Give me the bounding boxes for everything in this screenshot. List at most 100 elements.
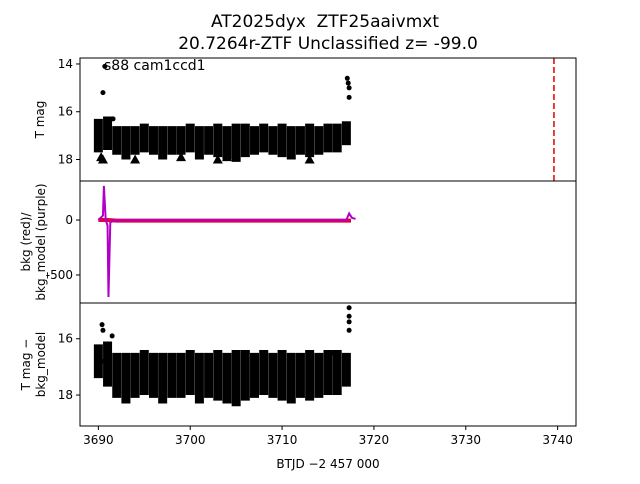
point bbox=[100, 90, 106, 96]
y-axis-label: bkg_model bbox=[34, 332, 48, 398]
y-tick-label: 16 bbox=[58, 332, 73, 346]
point bbox=[233, 375, 239, 381]
y-axis-label: T mag − bbox=[19, 339, 33, 392]
line bbox=[97, 185, 356, 297]
plot-area bbox=[97, 185, 356, 297]
plot-area bbox=[93, 305, 352, 407]
point bbox=[297, 372, 303, 378]
point bbox=[261, 370, 267, 376]
point bbox=[270, 137, 276, 143]
point bbox=[123, 375, 129, 381]
point bbox=[160, 375, 166, 381]
point bbox=[242, 137, 248, 143]
point bbox=[215, 372, 221, 378]
point bbox=[101, 358, 107, 364]
x-tick-label: 3710 bbox=[267, 433, 298, 447]
point bbox=[344, 75, 350, 81]
point bbox=[109, 333, 115, 339]
y-tick-label: 0 bbox=[65, 213, 73, 227]
point bbox=[196, 375, 202, 381]
plot-area bbox=[93, 58, 555, 181]
point bbox=[132, 372, 138, 378]
point bbox=[334, 135, 340, 141]
limit-marker bbox=[212, 154, 223, 164]
point bbox=[343, 367, 349, 373]
point bbox=[95, 358, 101, 364]
point bbox=[132, 137, 138, 143]
point bbox=[288, 140, 294, 146]
point bbox=[346, 85, 352, 91]
axes-frame bbox=[79, 302, 577, 427]
point bbox=[297, 137, 303, 143]
point bbox=[114, 137, 120, 143]
x-tick-label: 3690 bbox=[83, 433, 114, 447]
point bbox=[224, 140, 230, 146]
point bbox=[99, 322, 105, 328]
point bbox=[316, 137, 322, 143]
point bbox=[114, 372, 120, 378]
y-tick-label: 16 bbox=[58, 105, 73, 119]
y-tick-label: -500 bbox=[46, 268, 73, 282]
point bbox=[150, 372, 156, 378]
point bbox=[233, 140, 239, 146]
point bbox=[345, 80, 351, 86]
point bbox=[215, 137, 221, 143]
chart-title: AT2025dyx ZTF25aaivmxt bbox=[211, 12, 439, 32]
limit-marker bbox=[130, 154, 141, 164]
point bbox=[224, 375, 230, 381]
point bbox=[316, 372, 322, 378]
point bbox=[110, 116, 116, 122]
point bbox=[346, 305, 352, 311]
y-tick-label: 18 bbox=[58, 388, 73, 402]
x-tick-label: 3740 bbox=[542, 433, 573, 447]
point bbox=[307, 137, 313, 143]
y-axis-label: T mag bbox=[33, 101, 47, 140]
point bbox=[343, 130, 349, 136]
point bbox=[178, 372, 184, 378]
point bbox=[187, 135, 193, 141]
x-axis-label: BTJD −2 457 000 bbox=[276, 457, 379, 471]
point bbox=[206, 137, 212, 143]
x-tick-label: 3700 bbox=[175, 433, 206, 447]
point bbox=[346, 319, 352, 325]
point bbox=[206, 372, 212, 378]
point bbox=[169, 372, 175, 378]
point bbox=[279, 372, 285, 378]
y-axis-label: bkg_model (purple) bbox=[34, 183, 48, 300]
point bbox=[102, 63, 108, 69]
point bbox=[105, 130, 111, 136]
point bbox=[160, 140, 166, 146]
point bbox=[330, 350, 336, 356]
point bbox=[261, 135, 267, 141]
limit-marker bbox=[221, 152, 232, 162]
point bbox=[346, 327, 352, 333]
point bbox=[346, 313, 352, 319]
x-tick-label: 3720 bbox=[359, 433, 390, 447]
point bbox=[334, 370, 340, 376]
point bbox=[196, 140, 202, 146]
point bbox=[270, 372, 276, 378]
point bbox=[178, 137, 184, 143]
point bbox=[252, 372, 258, 378]
point bbox=[288, 375, 294, 381]
point bbox=[252, 137, 258, 143]
x-tick-label: 3730 bbox=[451, 433, 482, 447]
point bbox=[346, 94, 352, 100]
point bbox=[95, 133, 101, 139]
point bbox=[169, 137, 175, 143]
chart-subtitle: 20.7264r-ZTF Unclassified z= -99.0 bbox=[178, 34, 478, 54]
point bbox=[279, 137, 285, 143]
point bbox=[105, 361, 111, 367]
point bbox=[100, 327, 106, 333]
y-axis-label: bkg (red)/ bbox=[19, 212, 33, 272]
annotation: s88 cam1ccd1 bbox=[104, 58, 206, 74]
point bbox=[187, 370, 193, 376]
y-tick-label: 18 bbox=[58, 153, 73, 167]
limit-marker bbox=[304, 154, 315, 164]
point bbox=[325, 135, 331, 141]
point bbox=[123, 140, 129, 146]
limit-marker bbox=[176, 152, 187, 162]
point bbox=[307, 372, 313, 378]
